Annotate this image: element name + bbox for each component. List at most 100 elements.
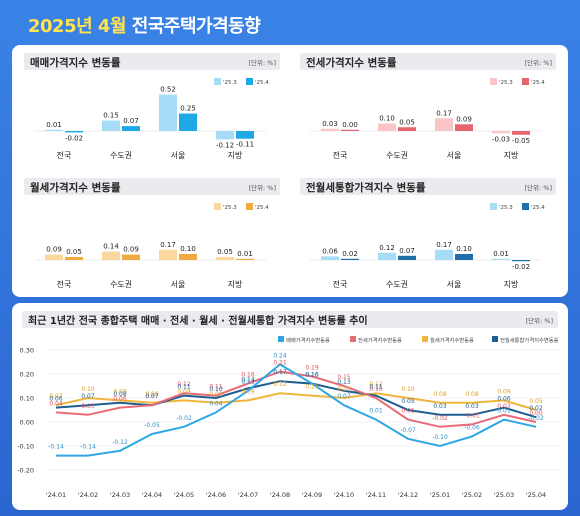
data-label: 0.08 bbox=[209, 391, 223, 398]
unit-label: [단위: %] bbox=[525, 183, 552, 192]
data-label: -0.05 bbox=[144, 422, 160, 429]
data-label: 0.15 bbox=[337, 374, 351, 381]
x-tick-label: '24.12 bbox=[398, 491, 418, 499]
trend-line-chart: 최근 1년간 전국 종합주택 매매 · 전세 · 월세 · 전월세통합 가격지수… bbox=[17, 311, 560, 499]
data-label: 0.04 bbox=[49, 400, 63, 407]
data-label: 0.11 bbox=[369, 384, 383, 391]
legend-swatch bbox=[522, 78, 529, 85]
legend-label: '25.4 bbox=[531, 80, 545, 86]
bar bbox=[122, 126, 140, 131]
bar-value-label: 0.17 bbox=[160, 241, 176, 249]
bar-value-label: -0.12 bbox=[216, 141, 234, 149]
bar bbox=[378, 252, 396, 260]
bar-value-label: 0.52 bbox=[160, 86, 176, 94]
category-label: 지방 bbox=[504, 279, 519, 289]
bar bbox=[341, 129, 359, 131]
data-label: 0.17 bbox=[273, 369, 287, 376]
combined-rent-chart: 전월세통합가격지수 변동률 [단위: %] '25.3 '25.4 0.06 0.02 전국… bbox=[300, 178, 556, 289]
chart-title-bg bbox=[24, 53, 280, 70]
data-label: 0.10 bbox=[401, 386, 415, 393]
data-label: -0.02 bbox=[432, 415, 448, 422]
bar bbox=[435, 249, 453, 260]
category-label: 전국 bbox=[333, 150, 348, 160]
data-label: -0.14 bbox=[80, 444, 96, 451]
data-label: -0.10 bbox=[432, 434, 448, 441]
data-label: 0.02 bbox=[529, 405, 543, 412]
chart-title: 전월세통합가격지수 변동률 bbox=[306, 181, 426, 194]
data-label: 0.09 bbox=[497, 388, 511, 395]
bar-value-label: -0.02 bbox=[65, 134, 83, 142]
top-panel: 매매가격지수 변동률 [단위: %] '25.3'25.4 0.01 -0.02 전국 0.… bbox=[12, 45, 568, 297]
category-label: 전국 bbox=[333, 279, 348, 289]
data-label: 0.07 bbox=[145, 393, 159, 400]
bar bbox=[398, 127, 416, 131]
data-label: 0.11 bbox=[177, 384, 191, 391]
page-title: 2025년 4월 전국주택가격동향 bbox=[28, 12, 261, 38]
data-label: 0.19 bbox=[305, 364, 319, 371]
y-tick-label: 0.20 bbox=[20, 371, 34, 379]
category-label: 지방 bbox=[504, 150, 519, 160]
bar-value-label: -0.03 bbox=[492, 135, 510, 143]
legend-label: '25.3 bbox=[499, 205, 513, 211]
bar bbox=[492, 258, 510, 260]
data-label: 0.16 bbox=[305, 372, 319, 379]
legend-label: 전세가격지수변동률 bbox=[358, 336, 402, 344]
x-tick-label: '25.02 bbox=[462, 491, 482, 499]
legend-swatch bbox=[490, 203, 497, 210]
bar-value-label: -0.11 bbox=[236, 141, 254, 149]
bar-value-label: 0.17 bbox=[436, 109, 452, 117]
bar-value-label: -0.05 bbox=[512, 137, 530, 145]
chart-title-bg bbox=[22, 311, 558, 328]
legend-label: '25.3 bbox=[223, 205, 237, 211]
bar bbox=[236, 131, 254, 139]
monthly-rent-chart: 월세가격지수 변동률 [단위: %] '25.3 '25.4 0.09 0.05 전국 0.1… bbox=[24, 178, 280, 289]
bar bbox=[159, 94, 177, 131]
y-tick-label: 0.10 bbox=[20, 395, 34, 403]
data-label: 0.06 bbox=[113, 396, 127, 403]
data-label: 0.03 bbox=[433, 403, 447, 410]
sale-chart: 매매가격지수 변동률 [단위: %] '25.3 '25.4 0.01-0.02 전국 0.… bbox=[24, 53, 280, 160]
bar-value-label: 0.09 bbox=[456, 115, 472, 123]
data-label: 0.03 bbox=[497, 403, 511, 410]
data-label: 0.08 bbox=[433, 391, 447, 398]
legend-label: '25.4 bbox=[255, 205, 269, 211]
x-tick-label: '24.06 bbox=[206, 491, 226, 499]
bar-value-label: 0.14 bbox=[103, 243, 119, 251]
legend-label: '25.3 bbox=[223, 80, 237, 86]
bar-value-label: 0.05 bbox=[217, 248, 233, 256]
data-label: 0.03 bbox=[81, 403, 95, 410]
data-label: 0.10 bbox=[209, 386, 223, 393]
bar bbox=[159, 249, 177, 260]
data-label: 0.08 bbox=[145, 391, 159, 398]
data-label: 0.10 bbox=[81, 386, 95, 393]
data-label: 0.12 bbox=[273, 381, 287, 388]
bar-value-label: 0.09 bbox=[46, 246, 62, 254]
bar bbox=[65, 131, 83, 133]
data-label: -0.12 bbox=[112, 439, 128, 446]
bar bbox=[435, 118, 453, 131]
data-label: 0.07 bbox=[145, 393, 159, 400]
bar bbox=[65, 257, 83, 260]
unit-label: [단위: %] bbox=[525, 58, 552, 67]
x-tick-label: '24.02 bbox=[78, 491, 98, 499]
data-label: 0.10 bbox=[369, 386, 383, 393]
data-label: 0.05 bbox=[529, 398, 543, 405]
data-label: 0.01 bbox=[401, 408, 415, 415]
legend-label: 전월세통합가격지수변동률 bbox=[500, 336, 559, 344]
x-tick-label: '24.04 bbox=[142, 491, 162, 499]
data-label: -0.02 bbox=[176, 415, 192, 422]
bar-value-label: 0.15 bbox=[103, 112, 119, 120]
data-label: 0.01 bbox=[497, 408, 511, 415]
category-label: 수도권 bbox=[386, 150, 408, 160]
category-label: 서울 bbox=[171, 280, 186, 289]
bar bbox=[102, 251, 120, 260]
category-label: 서울 bbox=[171, 151, 186, 160]
bar bbox=[455, 124, 473, 131]
bar-value-label: 0.10 bbox=[379, 115, 395, 123]
x-tick-label: '24.05 bbox=[174, 491, 194, 499]
x-tick-label: '25.03 bbox=[494, 491, 514, 499]
data-label: 0.04 bbox=[209, 400, 223, 407]
bar bbox=[341, 258, 359, 260]
legend-swatch bbox=[214, 78, 221, 85]
